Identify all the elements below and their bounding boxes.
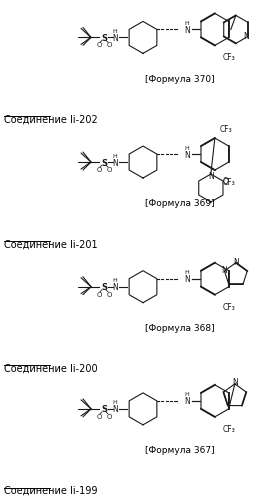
Text: N: N xyxy=(184,26,190,35)
Text: H: H xyxy=(185,146,189,151)
Text: N: N xyxy=(112,159,118,168)
Text: CF₃: CF₃ xyxy=(223,53,236,62)
Text: O: O xyxy=(106,292,112,298)
Text: N: N xyxy=(208,172,214,181)
Text: H: H xyxy=(185,21,189,26)
Text: H: H xyxy=(185,392,189,397)
Text: S: S xyxy=(101,34,107,43)
Text: N: N xyxy=(112,34,118,43)
Text: S: S xyxy=(101,159,107,168)
Text: S: S xyxy=(101,405,107,414)
Text: O: O xyxy=(96,414,102,420)
Text: Соединение Ii-200: Соединение Ii-200 xyxy=(4,364,98,374)
Text: N: N xyxy=(222,265,227,274)
Text: Соединение Ii-202: Соединение Ii-202 xyxy=(4,115,98,125)
Text: [Формула 369]: [Формула 369] xyxy=(145,200,215,209)
Text: O: O xyxy=(223,177,229,186)
Text: [Формула 367]: [Формула 367] xyxy=(145,446,215,455)
Text: H: H xyxy=(113,278,117,283)
Text: N: N xyxy=(112,283,118,292)
Text: O: O xyxy=(106,414,112,420)
Text: N: N xyxy=(243,32,249,41)
Text: N: N xyxy=(112,405,118,414)
Text: N: N xyxy=(184,397,190,406)
Text: O: O xyxy=(96,42,102,48)
Text: H: H xyxy=(113,29,117,34)
Text: N: N xyxy=(184,151,190,160)
Text: Соединение Ii-201: Соединение Ii-201 xyxy=(4,240,98,250)
Text: O: O xyxy=(106,167,112,173)
Text: N: N xyxy=(233,258,239,267)
Text: O: O xyxy=(106,42,112,48)
Text: [Формула 370]: [Формула 370] xyxy=(145,75,215,84)
Text: CF₃: CF₃ xyxy=(223,178,236,187)
Text: S: S xyxy=(101,283,107,292)
Text: CF₃: CF₃ xyxy=(223,303,236,312)
Text: N: N xyxy=(184,275,190,284)
Text: Соединение Ii-199: Соединение Ii-199 xyxy=(4,486,98,496)
Text: H: H xyxy=(113,154,117,159)
Text: N: N xyxy=(232,378,238,387)
Text: H: H xyxy=(185,270,189,275)
Text: CF₃: CF₃ xyxy=(220,125,232,134)
Text: [Формула 368]: [Формула 368] xyxy=(145,324,215,333)
Text: CF₃: CF₃ xyxy=(223,425,236,434)
Text: H: H xyxy=(113,400,117,405)
Text: O: O xyxy=(96,292,102,298)
Text: O: O xyxy=(96,167,102,173)
